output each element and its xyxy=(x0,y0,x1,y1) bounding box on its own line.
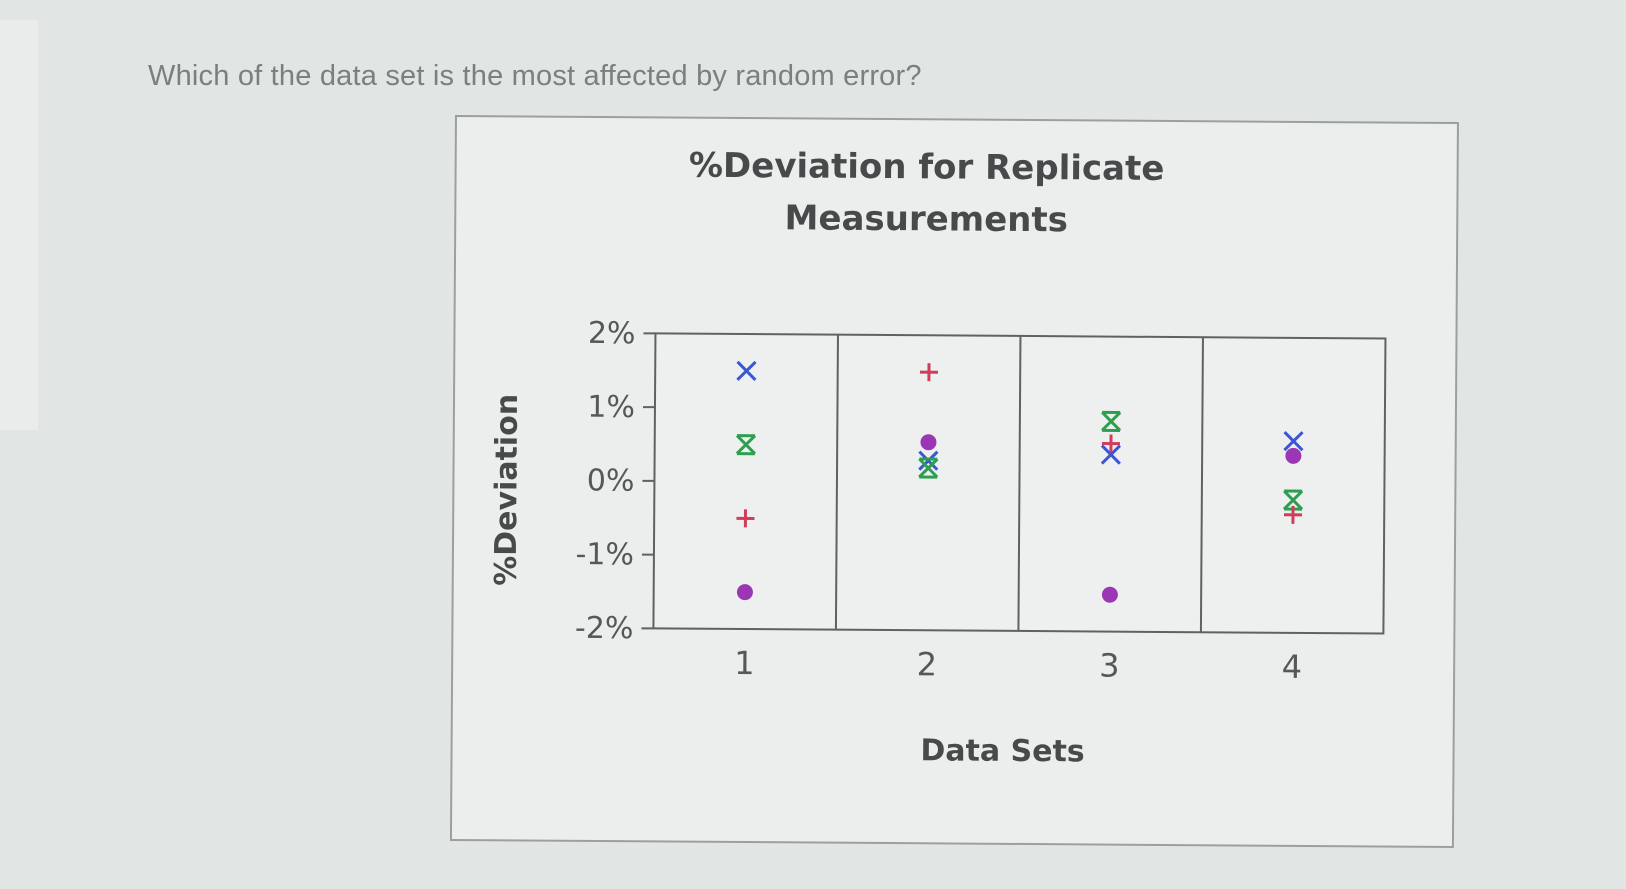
data-point-dot xyxy=(920,434,937,451)
data-point-x xyxy=(736,360,757,382)
x-category-label: 4 xyxy=(1282,648,1303,686)
data-point-x xyxy=(918,450,939,471)
deviation-chart: %Deviation for Replicate Measurements 2% 1… xyxy=(489,146,1387,769)
question-text: Which of the data set is the most affect… xyxy=(148,60,922,92)
data-point-x xyxy=(1283,430,1304,452)
data-point-asterisk xyxy=(735,434,757,456)
category-divider xyxy=(1017,335,1022,631)
chart-title-line: Measurements xyxy=(784,198,1068,240)
chart-frame: %Deviation for Replicate Measurements 2% 1… xyxy=(449,115,1459,848)
data-point-plus xyxy=(736,509,755,528)
y-tick-label: 0% xyxy=(587,463,635,498)
category-divider xyxy=(834,334,839,630)
data-point-asterisk xyxy=(918,457,939,479)
data-point-x xyxy=(1100,444,1122,465)
data-point-plus xyxy=(1283,505,1302,524)
side-panel-strip xyxy=(0,20,38,430)
chart-title-line: %Deviation for Replicate xyxy=(689,146,1165,189)
y-tick-label: 1% xyxy=(587,390,635,425)
x-axis-title: Data Sets xyxy=(920,733,1085,769)
y-tick-label: -1% xyxy=(575,537,634,572)
data-point-dot xyxy=(1285,447,1302,464)
x-category-label: 1 xyxy=(734,644,755,682)
data-point-plus xyxy=(919,363,938,382)
x-category-label: 2 xyxy=(917,645,938,683)
data-point-plus xyxy=(1101,434,1120,453)
y-tick-label: -2% xyxy=(575,611,634,646)
y-axis-title: %Deviation xyxy=(489,394,525,586)
data-point-dot xyxy=(1101,586,1118,603)
category-divider xyxy=(1199,337,1204,633)
data-point-dot xyxy=(736,584,753,601)
data-point-asterisk xyxy=(1101,410,1122,432)
y-tick-label: 2% xyxy=(588,316,636,351)
x-category-label: 3 xyxy=(1099,647,1120,685)
